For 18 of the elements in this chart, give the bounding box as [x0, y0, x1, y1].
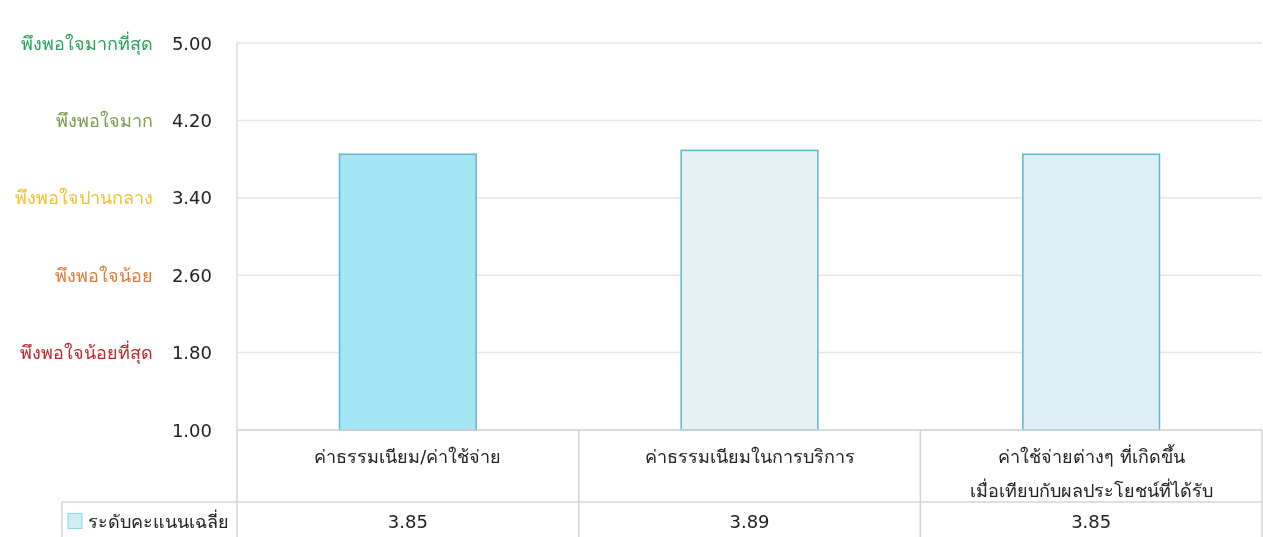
x-tick-label: ค่าธรรมเนียม/ค่าใช้จ่าย [314, 445, 502, 467]
y-tick-label: 1.00 [171, 419, 212, 441]
y-tick-label: 1.80 [171, 342, 212, 364]
x-tick-label: ค่าใช้จ่ายต่างๆ ที่เกิดขึ้น เมื่อเทียบกับผลประโยชน์ที่ได้รับ [969, 443, 1213, 501]
legend-label: ระดับคะแนนเฉลี่ย [88, 509, 229, 532]
text: พึงพอใจมาก [56, 109, 153, 131]
x-tick-label: ค่าธรรมเนียมในการบริการ [644, 445, 855, 467]
data-label: 3.85 [387, 511, 428, 532]
data-label: 3.85 [1071, 511, 1112, 532]
text: พึงพอใจมากที่สุด [21, 30, 153, 55]
text: พึงพอใจน้อยที่สุด [20, 340, 153, 365]
text: พึงพอใจปานกลาง [15, 187, 153, 209]
y-tick-label: 3.40 [171, 187, 212, 209]
y-tick-label: 4.20 [171, 109, 212, 131]
text: พึงพอใจน้อย [55, 264, 153, 286]
data-label: 3.89 [729, 511, 770, 532]
y-tick-label: 5.00 [171, 32, 212, 54]
y-tick-label: 2.60 [171, 264, 212, 286]
